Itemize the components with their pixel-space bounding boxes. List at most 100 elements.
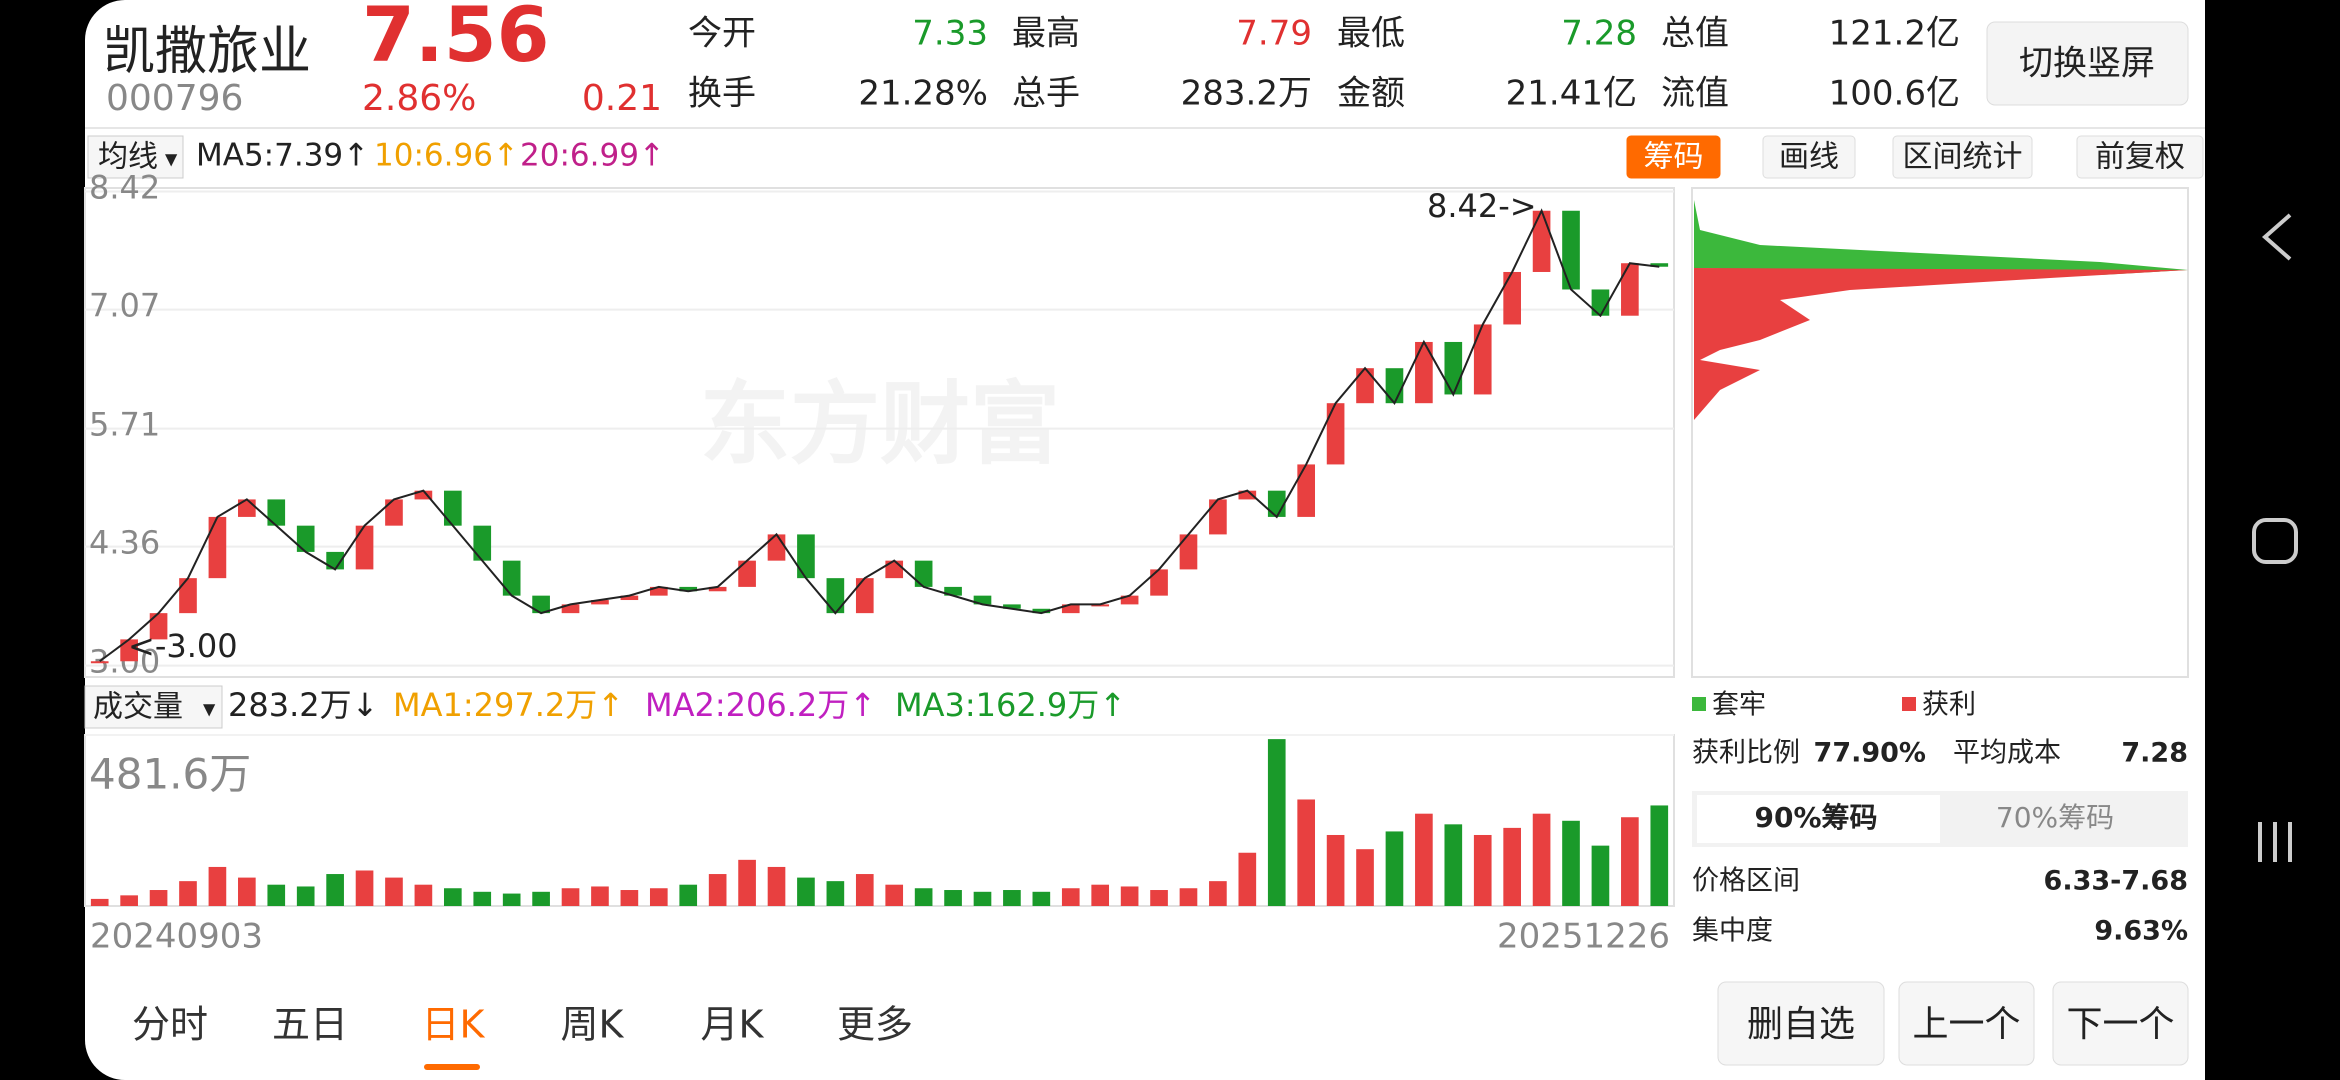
nav-home[interactable] <box>2252 518 2298 564</box>
volume-bar <box>708 874 727 906</box>
volume-ma1: MA1:297.2万↑ <box>393 686 624 724</box>
volume-bar <box>1032 891 1051 906</box>
candle <box>90 661 109 664</box>
volume-bar <box>1326 834 1345 906</box>
candle <box>973 595 992 605</box>
tool-button[interactable] <box>1892 135 2033 179</box>
stat-label: 最高 <box>1012 14 1080 54</box>
candle <box>855 578 874 614</box>
candle <box>296 525 315 552</box>
candle <box>738 560 756 587</box>
period-tab[interactable]: 日K <box>422 1003 486 1047</box>
period-tab[interactable]: 周K <box>561 1003 625 1047</box>
volume-ma2: MA2:206.2万↑ <box>645 686 876 724</box>
stat-label: 金额 <box>1337 74 1405 114</box>
profit-ratio: 77.90% <box>1814 738 1926 769</box>
candle <box>1120 595 1139 605</box>
candle <box>208 516 227 579</box>
chip-frame <box>1691 187 2189 678</box>
legend-swatch <box>1692 697 1706 711</box>
stock-name: 凯撒旅业 <box>103 22 311 82</box>
dropdown-arrow: ▼ <box>203 700 216 719</box>
ma20: 20:6.99↑ <box>520 138 665 174</box>
period-tab[interactable]: 分时 <box>132 1003 208 1047</box>
volume-bar <box>1179 888 1198 906</box>
candle <box>1444 341 1463 395</box>
volume-bar <box>90 898 109 906</box>
legend-profit: 获利 <box>1922 690 1976 721</box>
candle <box>1061 604 1080 614</box>
volume-bar <box>1209 881 1227 906</box>
ma-selector-label: 均线 <box>98 140 158 175</box>
period-tab[interactable]: 月K <box>701 1003 765 1047</box>
nav-button[interactable] <box>1898 981 2035 1066</box>
candle <box>1326 403 1345 465</box>
stat-value: 121.2亿 <box>1829 14 1960 54</box>
volume-bar <box>1238 852 1257 906</box>
volume-current: 283.2万↓ <box>228 686 378 724</box>
volume-bar <box>502 893 521 906</box>
nav-button-label: 下一个 <box>2066 1004 2174 1045</box>
orientation-label: 切换竖屏 <box>2019 44 2155 84</box>
nav-button[interactable] <box>2052 981 2189 1066</box>
candle <box>414 490 433 500</box>
close-line <box>99 208 1660 663</box>
candle <box>502 560 521 596</box>
candle <box>443 490 462 526</box>
legend-trapped: 套牢 <box>1712 690 1766 721</box>
volume-bar <box>1591 845 1610 906</box>
volume-selector-label: 成交量 <box>93 690 183 725</box>
period-tab[interactable]: 五日 <box>272 1003 348 1047</box>
stat-value: 100.6亿 <box>1829 74 1960 114</box>
candle <box>944 586 962 596</box>
volume-bar <box>649 888 668 906</box>
tool-button[interactable] <box>2076 135 2204 179</box>
volume-bar <box>238 877 256 906</box>
nav-button-label: 上一个 <box>1912 1004 2020 1045</box>
candle <box>179 578 197 614</box>
tool-button-label: 画线 <box>1779 140 1839 175</box>
candle <box>1473 324 1492 395</box>
volume-selector[interactable] <box>84 685 223 729</box>
candle <box>385 499 403 526</box>
volume-bar <box>120 895 138 906</box>
period-tab[interactable]: 更多 <box>837 1003 913 1047</box>
orientation-button[interactable] <box>1986 21 2189 106</box>
ma10: 10:6.96↑ <box>374 138 519 174</box>
avg-cost-label: 平均成本 <box>1953 738 2061 769</box>
volume-bar <box>473 891 492 906</box>
nav-recent[interactable] <box>2258 822 2292 862</box>
volume-bar <box>1562 820 1580 906</box>
volume-bar <box>1650 805 1669 906</box>
legend-swatch <box>1902 697 1916 711</box>
candle <box>708 586 727 592</box>
volume-bar <box>267 884 286 906</box>
candle <box>1267 490 1286 517</box>
stat-value: 283.2万 <box>1181 74 1312 114</box>
end-date: 20251226 <box>1497 917 1670 957</box>
tool-button[interactable] <box>1626 135 1721 179</box>
chip-tab-active[interactable] <box>1697 795 1940 843</box>
ma-selector[interactable] <box>87 135 184 179</box>
volume-bar <box>1473 834 1492 906</box>
nav-back[interactable] <box>2261 213 2292 261</box>
volume-bar <box>1621 817 1639 906</box>
candle <box>591 600 609 605</box>
volume-bar <box>1415 813 1433 906</box>
volume-bar <box>179 881 197 906</box>
candle <box>355 525 374 570</box>
candle <box>1003 604 1021 609</box>
candle <box>1650 263 1669 267</box>
price: 7.56 <box>362 0 550 79</box>
candle <box>1209 499 1227 535</box>
candle <box>1032 608 1051 614</box>
volume-bar <box>149 890 168 906</box>
candle <box>1562 210 1580 290</box>
stat-label: 总值 <box>1661 14 1729 54</box>
volume-bar <box>296 886 315 906</box>
volume-bar <box>826 881 845 906</box>
candle <box>914 560 933 587</box>
chip-tab[interactable]: 70%筹码 <box>1996 801 2114 834</box>
tool-button[interactable] <box>1762 135 1856 179</box>
nav-button[interactable] <box>1717 981 1885 1066</box>
